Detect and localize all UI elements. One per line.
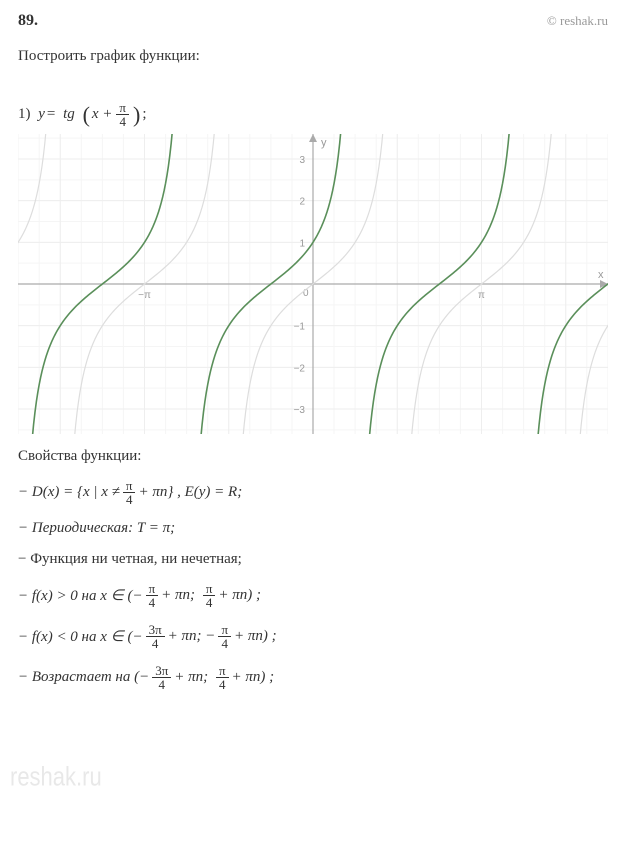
prop-increasing: − Возрастает на (− 3π 4 + πn; π 4 + πn) …: [18, 664, 608, 691]
eq-eq: =: [47, 106, 55, 123]
function-chart: yx0−ππ321−1−2−3: [18, 134, 608, 434]
prop-domain: − D(x) = {x | x ≠ π 4 + πn} , E(y) = R;: [18, 479, 608, 506]
prop-neg-mid: + πn; −: [168, 628, 216, 645]
watermark: reshak.ru: [10, 761, 102, 792]
prop-positive: − f(x) > 0 на x ∈ (− π 4 + πn; π 4 + πn)…: [18, 582, 608, 609]
prop-neg-num1: 3π: [146, 623, 165, 637]
prop-neg-pi2: π: [218, 623, 231, 637]
prop-domain-post: + πn} , E(y) = R;: [138, 484, 242, 501]
prop-inc-den1: 4: [156, 678, 169, 691]
svg-text:1: 1: [299, 238, 305, 249]
prop-pos-mid: + πn;: [161, 587, 195, 604]
prop-inc-post: + πn) ;: [232, 669, 275, 686]
eq-den: 4: [116, 115, 129, 128]
prop-inc-pre: − Возрастает на (−: [18, 669, 149, 686]
prop-inc-frac1: 3π 4: [152, 664, 171, 691]
task-title: Построить график функции:: [18, 48, 608, 65]
prop-domain-pi: π: [123, 479, 136, 493]
prop-pos-den1: 4: [146, 596, 159, 609]
prop-neg-den1: 4: [149, 637, 162, 650]
props-title: Свойства функции:: [18, 448, 608, 465]
prop-parity-text: − Функция ни четная, ни нечетная;: [18, 551, 242, 568]
prop-negative: − f(x) < 0 на x ∈ (− 3π 4 + πn; − π 4 + …: [18, 623, 608, 650]
prop-inc-den2: 4: [216, 678, 229, 691]
svg-text:π: π: [478, 290, 485, 301]
prop-domain-frac: π 4: [123, 479, 136, 506]
eq-y: y: [38, 106, 45, 123]
svg-text:y: y: [321, 137, 327, 149]
svg-text:x: x: [598, 269, 604, 281]
prop-inc-num1: 3π: [152, 664, 171, 678]
prop-pos-den2: 4: [203, 596, 216, 609]
prop-pos-pi1: π: [146, 582, 159, 596]
svg-text:−π: −π: [138, 290, 151, 301]
svg-text:−1: −1: [294, 322, 306, 333]
prop-pos-frac2: π 4: [203, 582, 216, 609]
equation: 1) y = tg ( x + π 4 ) ;: [18, 101, 608, 128]
prop-neg-frac2: π 4: [218, 623, 231, 650]
prop-inc-mid: + πn;: [174, 669, 208, 686]
svg-text:2: 2: [299, 197, 305, 208]
prop-periodic: − Периодическая: T = π;: [18, 520, 608, 537]
eq-frac: π 4: [116, 101, 129, 128]
prop-pos-frac1: π 4: [146, 582, 159, 609]
svg-text:−3: −3: [294, 405, 306, 416]
eq-semi: ;: [142, 106, 146, 123]
prop-parity: − Функция ни четная, ни нечетная;: [18, 551, 608, 568]
prop-pos-pre: − f(x) > 0 на x ∈ (−: [18, 586, 143, 605]
prop-neg-den2: 4: [218, 637, 231, 650]
eq-pi: π: [116, 101, 129, 115]
problem-number: 89.: [18, 12, 38, 30]
eq-num: 1): [18, 106, 31, 123]
prop-pos-pi2: π: [203, 582, 216, 596]
prop-inc-frac2: π 4: [216, 664, 229, 691]
prop-domain-pre: − D(x) = {x | x ≠: [18, 484, 120, 501]
eq-rparen: ): [133, 102, 140, 128]
prop-inc-pi2: π: [216, 664, 229, 678]
eq-tg: tg: [63, 106, 75, 123]
prop-periodic-text: − Периодическая: T = π;: [18, 520, 175, 537]
prop-pos-post: + πn) ;: [218, 587, 261, 604]
eq-lparen: (: [83, 102, 90, 128]
prop-neg-frac1: 3π 4: [146, 623, 165, 650]
prop-domain-den: 4: [123, 493, 136, 506]
chart-container: yx0−ππ321−1−2−3: [18, 134, 608, 434]
prop-neg-post: + πn) ;: [234, 628, 277, 645]
eq-x: x +: [92, 106, 113, 123]
svg-text:3: 3: [299, 155, 305, 166]
source-watermark: © reshak.ru: [547, 13, 608, 29]
svg-text:−2: −2: [294, 363, 306, 374]
prop-neg-pre: − f(x) < 0 на x ∈ (−: [18, 627, 143, 646]
